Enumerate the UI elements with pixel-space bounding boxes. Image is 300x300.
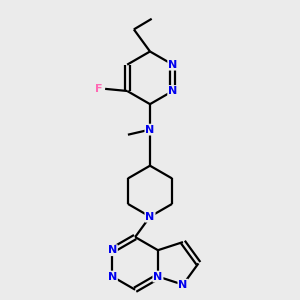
Text: N: N (168, 86, 177, 96)
Text: N: N (146, 124, 154, 135)
Text: N: N (178, 280, 188, 290)
Text: N: N (108, 272, 117, 281)
Text: N: N (146, 212, 154, 222)
Text: N: N (153, 272, 163, 281)
Text: N: N (168, 60, 177, 70)
Text: F: F (94, 84, 102, 94)
Text: N: N (108, 245, 117, 255)
